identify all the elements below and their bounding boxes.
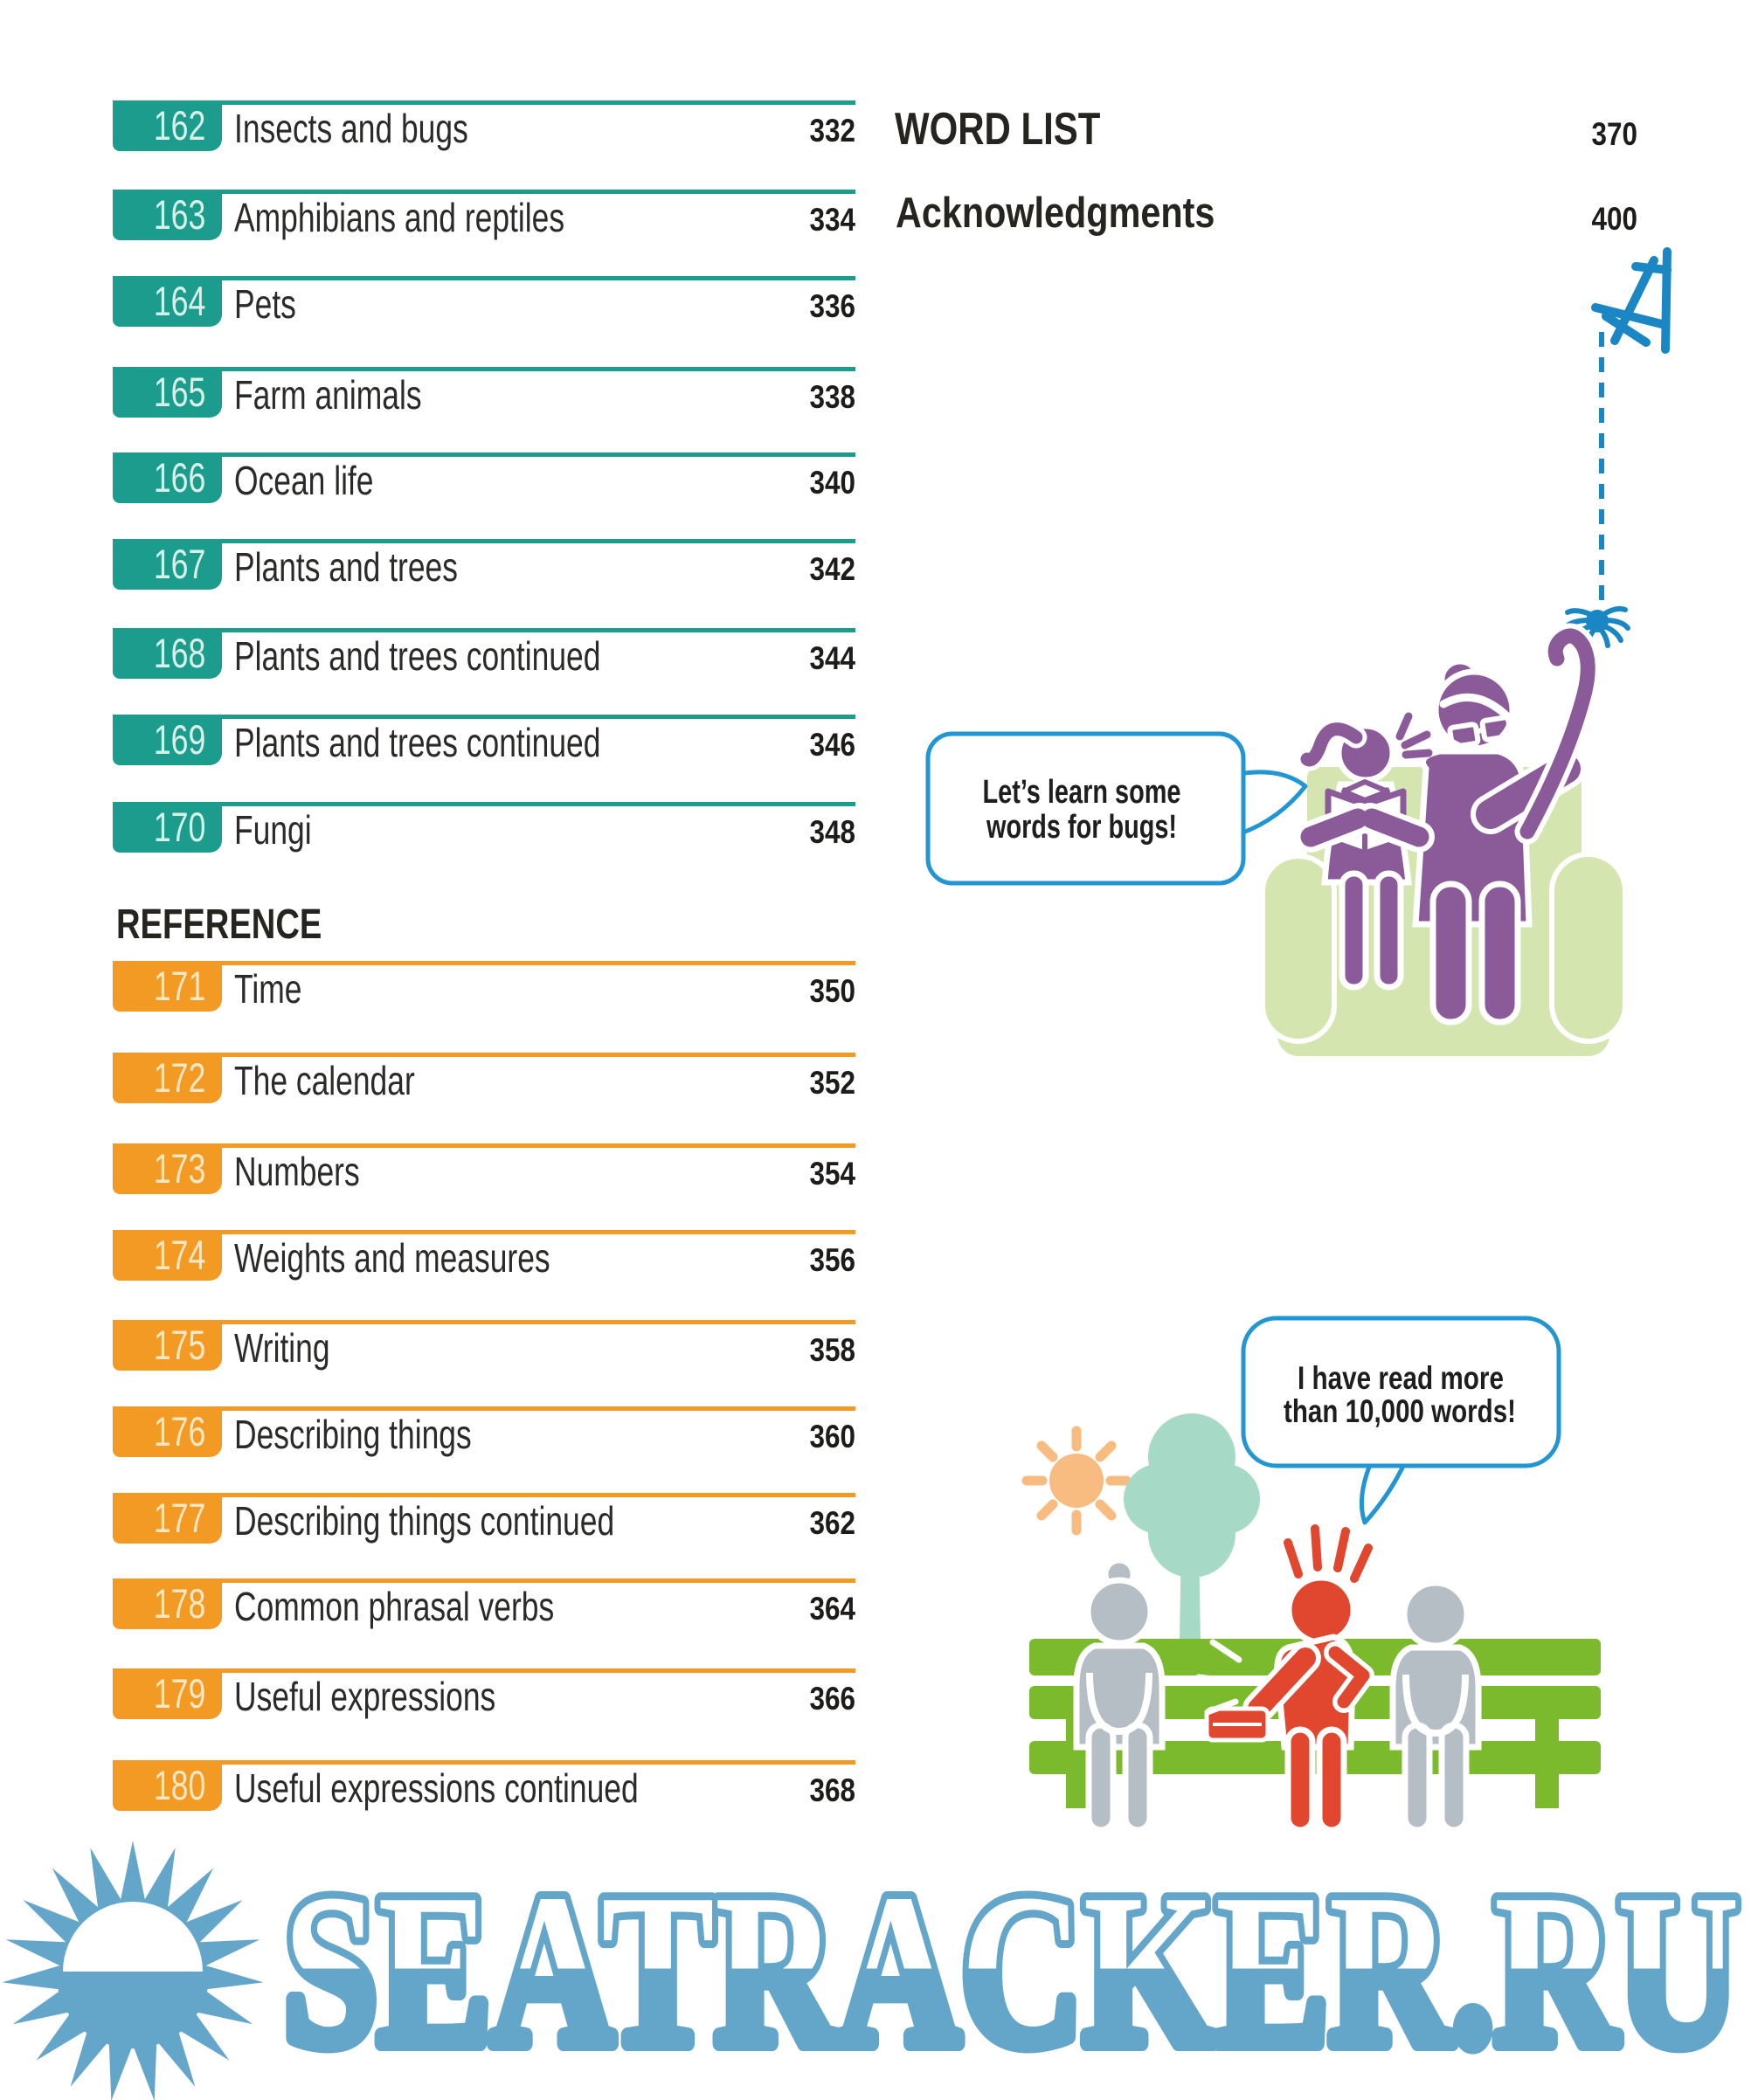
- svg-text:words for bugs!: words for bugs!: [986, 809, 1177, 846]
- svg-text:I have read more: I have read more: [1298, 1360, 1504, 1396]
- svg-text:than 10,000 words!: than 10,000 words!: [1284, 1393, 1516, 1429]
- svg-text:SEATRACKER.RU: SEATRACKER.RU: [283, 1849, 1740, 2091]
- svg-text:Let’s learn some: Let’s learn some: [983, 774, 1181, 811]
